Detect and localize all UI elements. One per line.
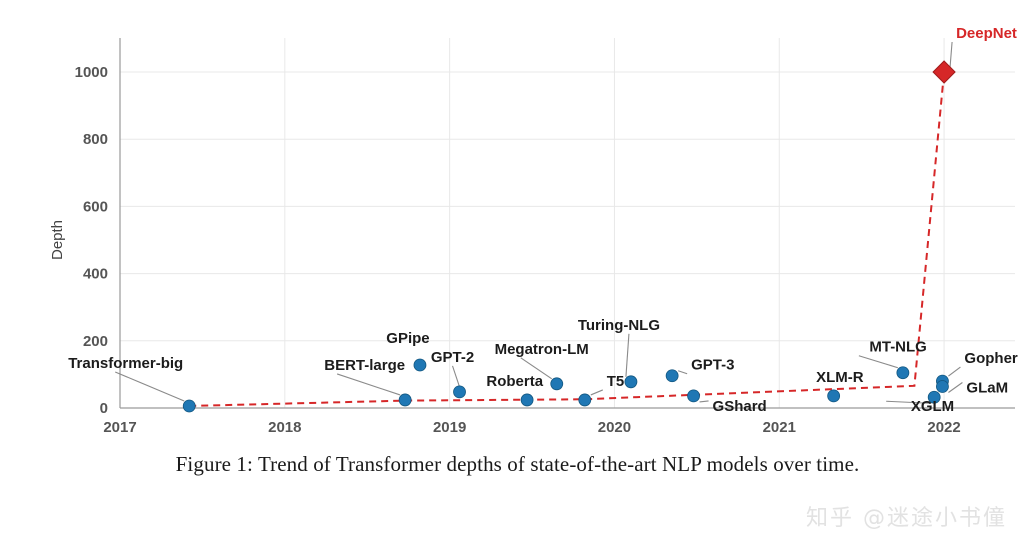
svg-text:GPT-2: GPT-2: [431, 349, 474, 366]
svg-text:200: 200: [83, 333, 108, 350]
svg-text:400: 400: [83, 266, 108, 283]
svg-text:2018: 2018: [268, 419, 301, 436]
svg-text:GShard: GShard: [713, 398, 767, 415]
svg-text:2017: 2017: [103, 419, 136, 436]
svg-text:BERT-large: BERT-large: [324, 357, 405, 374]
svg-text:800: 800: [83, 131, 108, 148]
svg-text:T5: T5: [607, 373, 625, 390]
figure-caption: Figure 1: Trend of Transformer depths of…: [175, 452, 860, 476]
svg-text:DeepNet: DeepNet: [956, 25, 1017, 42]
svg-text:0: 0: [100, 400, 108, 417]
svg-text:Roberta: Roberta: [486, 373, 543, 390]
svg-text:2021: 2021: [763, 419, 796, 436]
svg-text:XLM-R: XLM-R: [816, 369, 864, 386]
watermark: 知乎 @迷途小书僮: [806, 506, 1007, 531]
svg-text:2020: 2020: [598, 419, 631, 436]
svg-text:2019: 2019: [433, 419, 466, 436]
gridlines: [119, 38, 1015, 409]
trend-line: [189, 71, 946, 407]
svg-text:2022: 2022: [927, 419, 960, 436]
svg-text:MT-NLG: MT-NLG: [869, 339, 927, 356]
svg-text:1000: 1000: [75, 64, 108, 81]
svg-text:Megatron-LM: Megatron-LM: [495, 341, 589, 358]
svg-text:Gopher: Gopher: [964, 350, 1017, 367]
svg-text:600: 600: [83, 198, 108, 215]
x-axis-ticks: 2017 2018 2019 2020 2021 2022: [103, 419, 960, 436]
svg-text:Turing-NLG: Turing-NLG: [578, 317, 660, 334]
y-axis-title: Depth: [49, 220, 66, 260]
svg-text:Depth: Depth: [49, 220, 66, 260]
data-points: [182, 60, 956, 413]
svg-text:XGLM: XGLM: [911, 398, 954, 415]
label-leader-lines: [115, 41, 963, 404]
svg-text:GPT-3: GPT-3: [691, 357, 734, 374]
svg-text:GPipe: GPipe: [386, 330, 429, 347]
axis-lines: [119, 38, 1015, 409]
y-axis-ticks: 0 200 400 600 800 1000: [75, 64, 108, 417]
svg-text:Transformer-big: Transformer-big: [68, 355, 183, 372]
svg-text:GLaM: GLaM: [966, 379, 1008, 396]
